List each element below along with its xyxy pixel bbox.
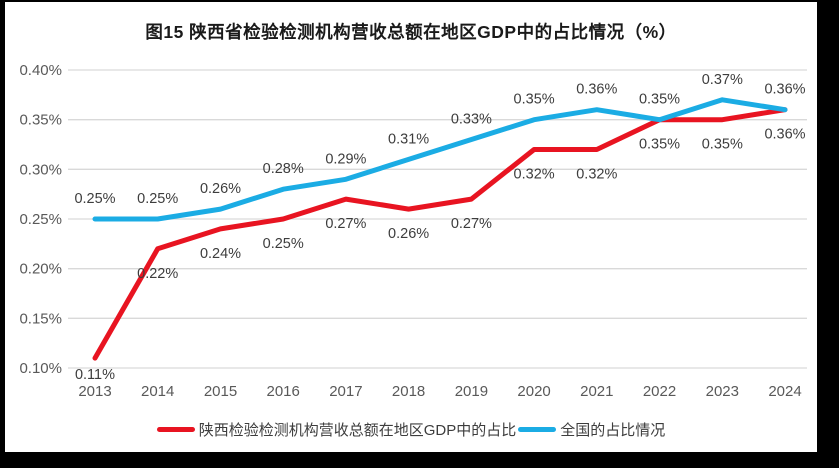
x-axis-tick-label: 2023 bbox=[706, 383, 739, 400]
national-series-line bbox=[92, 97, 788, 222]
data-point-label: 0.11% bbox=[75, 367, 115, 383]
data-point-label: 0.26% bbox=[388, 226, 429, 242]
data-point-label: 0.32% bbox=[514, 167, 555, 183]
data-point-label: 0.35% bbox=[514, 92, 555, 108]
data-point-label: 0.28% bbox=[263, 161, 304, 177]
data-point-label: 0.35% bbox=[639, 92, 680, 108]
x-axis-tick-label: 2021 bbox=[580, 383, 613, 400]
data-point-label: 0.33% bbox=[451, 112, 492, 128]
x-axis-tick-label: 2017 bbox=[329, 383, 362, 400]
data-point-label: 0.24% bbox=[200, 246, 241, 262]
data-point-label: 0.25% bbox=[137, 191, 178, 207]
y-axis-tick-label: 0.40% bbox=[19, 62, 62, 79]
x-axis-tick-label: 2019 bbox=[455, 383, 488, 400]
y-axis-tick-label: 0.10% bbox=[19, 360, 62, 377]
x-axis-tick-label: 2022 bbox=[643, 383, 676, 400]
x-axis-tick-label: 2014 bbox=[141, 383, 174, 400]
chart-legend: 陕西检验检测机构营收总额在地区GDP中的占比 全国的占比情况 bbox=[5, 419, 817, 440]
y-axis-tick-label: 0.15% bbox=[19, 310, 62, 327]
legend-item-shaanxi: 陕西检验检测机构营收总额在地区GDP中的占比 bbox=[156, 419, 517, 440]
x-axis-tick-label: 2018 bbox=[392, 383, 425, 400]
y-axis-tick-label: 0.30% bbox=[19, 161, 62, 178]
data-point-label: 0.36% bbox=[576, 82, 617, 98]
data-point-label: 0.25% bbox=[74, 191, 115, 207]
data-point-label: 0.35% bbox=[639, 137, 680, 153]
line-chart-plot-area: 0.10% 0.15% 0.20% 0.25% 0.30% 0.35% 0.40% 2013 2… bbox=[19, 62, 807, 400]
x-axis-tick-label: 2020 bbox=[517, 383, 550, 400]
legend-label-national: 全国的占比情况 bbox=[560, 422, 666, 439]
data-point-label: 0.35% bbox=[702, 137, 743, 153]
blue-line-swatch-icon bbox=[518, 427, 557, 432]
x-axis-tick-label: 2015 bbox=[204, 383, 237, 400]
y-axis-tick-label: 0.25% bbox=[19, 211, 62, 228]
legend-label-shaanxi: 陕西检验检测机构营收总额在地区GDP中的占比 bbox=[198, 422, 517, 439]
data-point-label: 0.32% bbox=[576, 167, 617, 183]
data-point-label: 0.22% bbox=[137, 266, 178, 282]
y-axis-tick-label: 0.35% bbox=[19, 112, 62, 129]
data-point-label: 0.27% bbox=[325, 216, 366, 232]
data-point-label: 0.27% bbox=[451, 216, 492, 232]
data-point-label: 0.37% bbox=[702, 72, 743, 88]
data-point-label: 0.31% bbox=[388, 131, 429, 147]
data-point-label: 0.25% bbox=[263, 236, 304, 252]
x-axis-tick-label: 2013 bbox=[78, 383, 111, 400]
data-point-label: 0.29% bbox=[325, 151, 366, 167]
legend-item-national: 全国的占比情况 bbox=[518, 419, 665, 440]
x-axis-tick-label: 2016 bbox=[267, 383, 300, 400]
red-line-swatch-icon bbox=[156, 427, 195, 432]
chart-panel: 图15 陕西省检验检测机构营收总额在地区GDP中的占比情况（%） 0.10% 0.… bbox=[5, 2, 817, 452]
shaanxi-series-line bbox=[92, 107, 788, 361]
x-axis-tick-label: 2024 bbox=[768, 383, 801, 400]
chart-title: 图15 陕西省检验检测机构营收总额在地区GDP中的占比情况（%） bbox=[145, 22, 677, 42]
data-point-label: 0.36% bbox=[764, 127, 805, 143]
y-axis-tick-label: 0.20% bbox=[19, 261, 62, 278]
data-point-label: 0.36% bbox=[764, 82, 805, 98]
data-point-label: 0.26% bbox=[200, 181, 241, 197]
